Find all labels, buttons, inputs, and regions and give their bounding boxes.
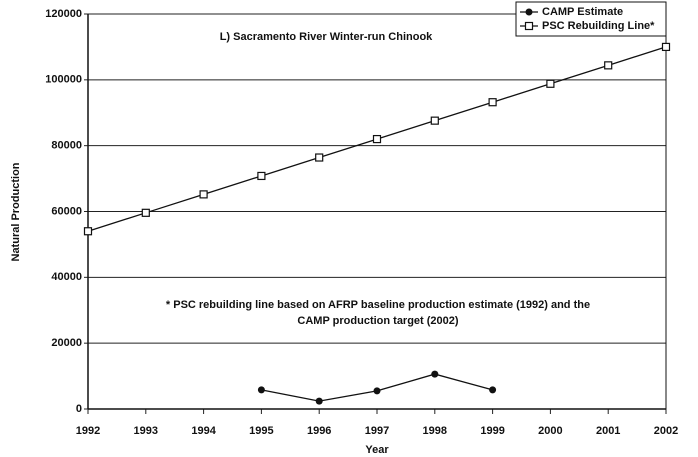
marker bbox=[489, 386, 497, 394]
marker bbox=[315, 153, 324, 162]
marker bbox=[199, 190, 208, 199]
x-tick-label: 1993 bbox=[134, 425, 158, 437]
y-tick-label: 120000 bbox=[45, 8, 82, 20]
x-tick-label: 1997 bbox=[365, 425, 389, 437]
x-tick-label: 2001 bbox=[596, 425, 620, 437]
marker bbox=[524, 21, 534, 31]
legend-label: PSC Rebuilding Line* bbox=[542, 20, 655, 32]
x-tick-label: 1995 bbox=[249, 425, 273, 437]
x-tick-label: 1994 bbox=[191, 425, 216, 437]
y-tick-label: 80000 bbox=[51, 140, 82, 152]
legend-box bbox=[515, 1, 667, 37]
y-tick-label: 40000 bbox=[51, 271, 82, 283]
marker bbox=[525, 8, 533, 16]
marker bbox=[373, 387, 381, 395]
x-axis-label: Year bbox=[365, 444, 389, 456]
x-tick-label: 2000 bbox=[538, 425, 562, 437]
x-tick-label: 1996 bbox=[307, 425, 331, 437]
marker bbox=[431, 370, 439, 378]
y-axis-label: Natural Production bbox=[10, 162, 22, 261]
y-tick-label: 20000 bbox=[51, 337, 82, 349]
marker bbox=[257, 171, 266, 181]
marker bbox=[141, 208, 150, 217]
x-tick-label: 1999 bbox=[480, 425, 504, 437]
x-tick-label: 2002 bbox=[654, 425, 678, 437]
y-tick-label: 60000 bbox=[51, 205, 82, 217]
marker bbox=[372, 134, 382, 144]
marker bbox=[546, 79, 555, 88]
y-tick-label: 100000 bbox=[45, 74, 82, 86]
x-tick-label: 1998 bbox=[423, 425, 447, 437]
x-tick-label: 1992 bbox=[76, 425, 100, 437]
marker bbox=[661, 42, 671, 52]
chart-annotation: L) Sacramento River Winter-run Chinook bbox=[220, 31, 433, 43]
legend-label: CAMP Estimate bbox=[542, 6, 623, 18]
marker bbox=[83, 227, 93, 236]
footnote: * PSC rebuilding line based on AFRP base… bbox=[166, 299, 590, 311]
marker bbox=[604, 61, 613, 70]
marker bbox=[257, 386, 265, 394]
marker bbox=[488, 98, 497, 107]
footnote: CAMP production target (2002) bbox=[297, 315, 458, 327]
marker bbox=[315, 397, 323, 405]
marker bbox=[430, 116, 439, 125]
y-tick-label: 0 bbox=[76, 403, 82, 415]
